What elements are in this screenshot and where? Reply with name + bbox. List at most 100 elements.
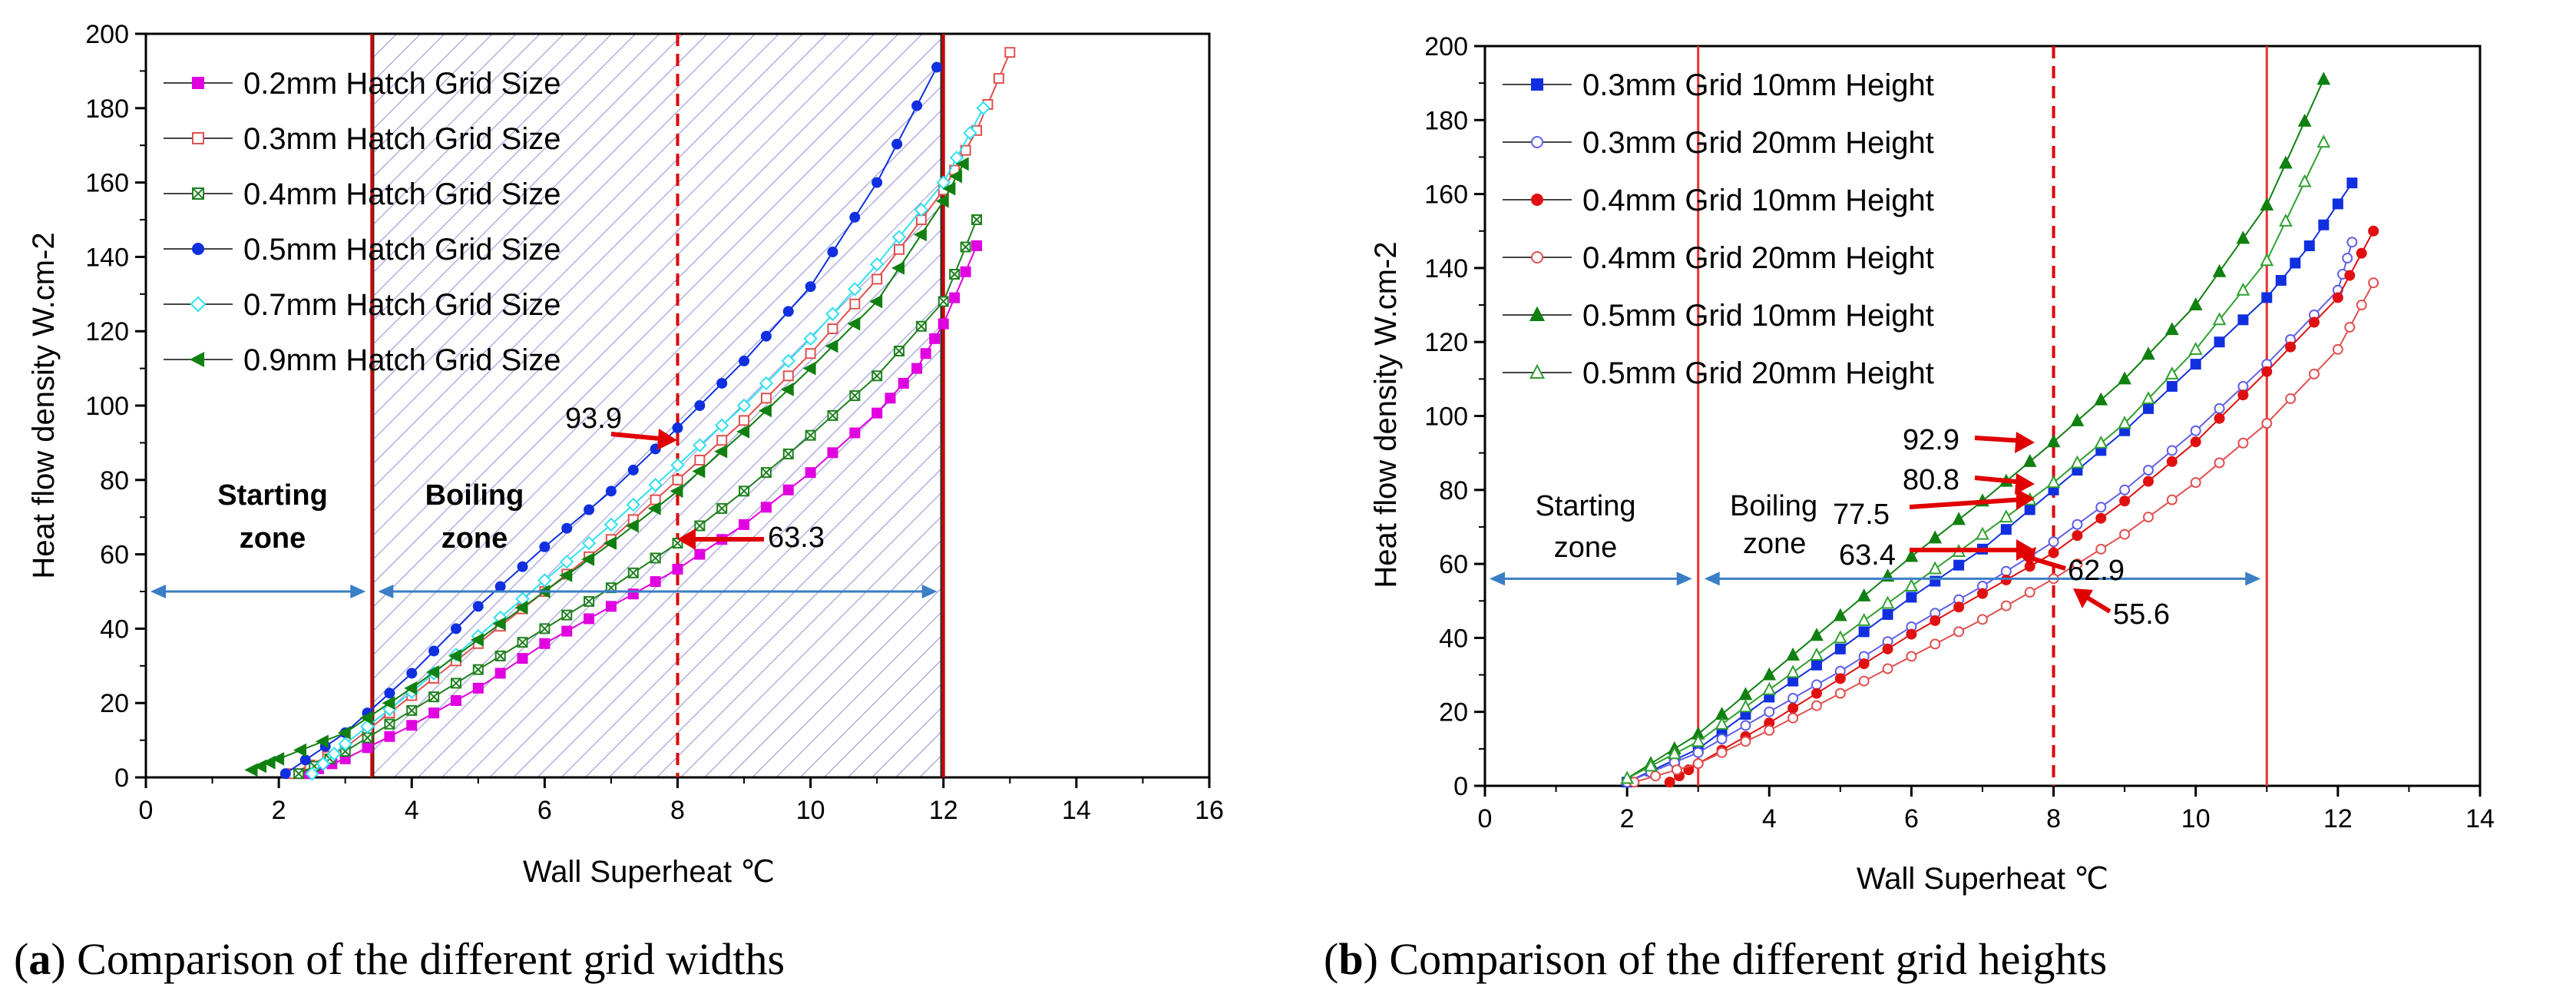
- panel-b-series-5-point-0: [1620, 770, 1634, 784]
- panel-a-series-0-point-27: [871, 407, 883, 419]
- panel-a-series-2-point-14: [584, 595, 595, 607]
- panel-b-series-2-point-33: [2368, 225, 2379, 237]
- panel-a-legend-label-3: 0.5mm Hatch Grid Size: [243, 233, 561, 267]
- panel-a-series-0-point-34: [949, 292, 961, 303]
- panel-a-series-2-point-5-x2: [384, 718, 395, 730]
- panel-b-zone-arrows: [1490, 572, 2261, 586]
- panel-b-series-1-point-4: [1716, 734, 1728, 745]
- panel-a-series-2-point-22-x2: [761, 467, 772, 478]
- panel-b-series-2-point-31: [2344, 270, 2356, 281]
- panel-a-series-0-point-31: [920, 348, 931, 360]
- panel-a-legend-label-5: 0.9mm Hatch Grid Size: [243, 343, 561, 377]
- panel-b-series-4-point-5: [1738, 687, 1753, 701]
- panel-a-series-5-point-30: [869, 294, 883, 309]
- panel-a-series-5-point-0: [244, 763, 258, 777]
- panel-a-xlabel: Wall Superheat ℃: [523, 855, 775, 889]
- panel-b-legend-label-5: 0.5mm Grid 20mm Height: [1582, 356, 1934, 390]
- panel-b-series-1-point-26: [2237, 380, 2249, 392]
- panel-b-boiling-arrow-head-right: [2245, 572, 2261, 586]
- panel-a-series-2-point-20-x2: [716, 503, 727, 514]
- panel-b-ytick-label-100: 100: [1424, 403, 1468, 432]
- panel-a-legend-item-0: 0.2mm Hatch Grid Size: [164, 67, 561, 101]
- panel-a-series-0-point-4: [362, 742, 373, 754]
- panel-b-series-3-point-20: [2095, 543, 2107, 555]
- panel-b-series-0-point-7: [1787, 675, 1799, 687]
- panel-b-annotation-63-4: 63.4: [1839, 539, 1896, 572]
- panel-b-series-4-point-13: [1928, 530, 1943, 544]
- panel-a-series-3-point-8: [450, 623, 461, 635]
- panel-b-annotation-77-5: 77.5: [1833, 499, 1890, 531]
- panel-a-series-0-point-10: [494, 668, 506, 679]
- panel-a-legend-marker-0: [192, 77, 204, 89]
- panel-a-series-4-point-2: [327, 747, 342, 761]
- panel-a-series-2-point-13-x2: [561, 609, 572, 621]
- panel-a-series-1-point-21: [739, 415, 750, 426]
- panel-b-series-5-point-1: [1644, 758, 1658, 772]
- panel-b-legend-marker-2: [1531, 194, 1543, 206]
- panel-a-series-3-point-0: [279, 768, 291, 780]
- panel-b-series-5-point-9: [1834, 630, 1847, 644]
- panel-b-series-4-point-17: [2022, 453, 2037, 467]
- panel-b-starting-arrow-head-right: [1676, 572, 1692, 586]
- panel-b-series-3-point-7: [1787, 712, 1799, 724]
- panel-a-series-1-point-18: [672, 474, 683, 485]
- panel-b-series-2-point-30: [2332, 292, 2343, 303]
- panel-b-arrow-77-5: [1909, 497, 2025, 509]
- panel-a-starting-arrow-head-left: [150, 585, 166, 598]
- panel-a-series-3-point-7: [428, 645, 440, 657]
- panel-a-series-0-point-6: [406, 720, 418, 731]
- panel-a-series-0-point-11: [517, 653, 528, 664]
- panel-b-series-3-point-23: [2166, 494, 2178, 505]
- panel-b-series-2-point-15: [1977, 588, 1988, 599]
- panel-a-series-5-point-6: [337, 726, 351, 740]
- panel-a-starting-arrow-head-right: [350, 585, 366, 598]
- panel-a-series-3-point-27: [871, 177, 883, 188]
- panel-a-series-2-point-27-x2: [871, 370, 882, 381]
- panel-b-series-1-point-8: [1811, 679, 1822, 691]
- panel-a-series-2-point-13: [561, 609, 573, 621]
- panel-b-series-2-point-16: [2000, 574, 2012, 585]
- panel-a-series-5: [244, 157, 969, 777]
- panel-b-legend-item-3: 0.4mm Grid 20mm Height: [1503, 241, 1934, 275]
- panel-a-series-3-point-18: [672, 422, 683, 434]
- panel-b-legend-marker-3: [1531, 251, 1543, 263]
- panel-b-series-4: [1620, 71, 2331, 784]
- panel-a-series-2-point-6: [406, 704, 418, 716]
- panel-a-series-2-point-3: [339, 746, 351, 757]
- panel-a-series-2-point-10-x2: [494, 651, 506, 661]
- panel-a-xtick-label-4: 4: [405, 796, 419, 825]
- panel-b-series-4-point-25: [2212, 263, 2227, 277]
- panel-b-series-3-point-27: [2261, 418, 2273, 429]
- panel-b-legend-marker-0: [1531, 78, 1543, 91]
- panel-b-series-0-point-25: [2214, 336, 2225, 348]
- panel-b-series-3-point-10: [1858, 675, 1870, 687]
- panel-b-series-5-point-27: [2260, 253, 2274, 267]
- panel-b-arrowhead-62-9: [2018, 547, 2036, 567]
- panel-a-series-5-point-3: [271, 751, 285, 766]
- panel-a-series-2-point-33-x2: [971, 214, 982, 225]
- panel-a-series-3-point-25: [827, 246, 838, 257]
- panel-a-series-3-point-20: [716, 377, 728, 389]
- panel-a-series-0-point-18: [672, 563, 683, 575]
- panel-a-series-5-point-26: [780, 383, 794, 396]
- panel-a-series-0-point-23: [782, 484, 794, 495]
- panel-a-series-2-point-12: [539, 623, 551, 635]
- panel-b-series-2-point-25: [2214, 413, 2225, 424]
- panel-a-ytick-label-160: 160: [85, 169, 129, 198]
- panel-b-boiling-arrow-head-left: [1704, 572, 1720, 586]
- panel-b-series-4-point-8: [1810, 628, 1824, 641]
- panel-b-series-3-point-30: [2332, 343, 2343, 355]
- panel-b-xtick-label-4: 4: [1762, 804, 1777, 833]
- panel-b-legend-marker-5: [1529, 363, 1546, 379]
- panel-a-series-1-point-25: [827, 323, 838, 334]
- panel-b-series-0-point-16: [2000, 524, 2012, 535]
- panel-b-legend-item-0: 0.3mm Grid 10mm Height: [1503, 68, 1934, 102]
- panel-a-series-4-point-15: [603, 517, 619, 532]
- panel-b-xtick-label-12: 12: [2323, 804, 2353, 833]
- panel-b-series-0-point-14: [1953, 559, 1965, 571]
- panel-a-series-1-point-20: [716, 435, 728, 446]
- panel-a-series-2-point-21-x2: [739, 485, 749, 497]
- panel-a-series-5-point-35: [949, 169, 963, 184]
- panel-a-series-2-point-25: [827, 409, 838, 421]
- panel-a-series-3-point-28: [891, 138, 903, 150]
